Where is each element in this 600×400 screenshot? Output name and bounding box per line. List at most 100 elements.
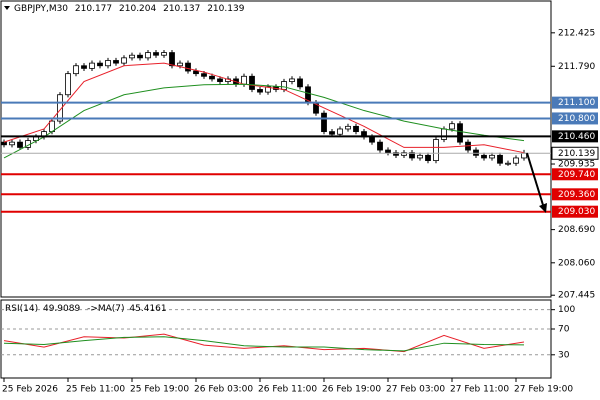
candle-body (441, 128, 447, 140)
price-level-label: 211.100 (558, 98, 595, 108)
candle-body (1, 141, 7, 146)
y-tick-label: 100 (558, 305, 575, 315)
candle-body (121, 57, 127, 64)
candle-body (161, 52, 167, 56)
main-panel (0, 0, 552, 298)
plot-layer: 212.425 211.790 209.935 208.690 208.060 207.4… (1, 28, 599, 395)
candle-body (377, 141, 383, 151)
candle-body (145, 52, 151, 59)
candle-body (385, 149, 391, 154)
price-level-box (552, 168, 598, 181)
candle-body (185, 62, 191, 72)
ohlc-high: 210.204 (119, 4, 157, 14)
y-tick-label: 207.445 (558, 291, 595, 301)
ohlc-open: 210.177 (74, 4, 113, 14)
candle-body (113, 60, 119, 64)
candle-body (153, 52, 159, 56)
candle-body (169, 52, 175, 67)
current-price-label: 210.139 (558, 149, 595, 159)
y-tick-label: 208.690 (558, 225, 595, 235)
candle-body (425, 154, 431, 161)
rsi-header: RSI(14) 49.9089 ->MA(7) 45.4161 (5, 304, 171, 315)
menu-triangle (4, 6, 10, 10)
candle-body (457, 123, 463, 143)
moving-average (3, 83, 525, 159)
candle-body (449, 123, 455, 130)
price-level-box (552, 205, 598, 218)
y-tick-label: 212.425 (558, 28, 595, 38)
candle-body (209, 75, 215, 80)
y-tick-label: 211.790 (558, 62, 595, 72)
candle-body (129, 54, 135, 59)
rsi-line (3, 336, 525, 352)
x-tick-label: 25 Feb 2026 (2, 385, 58, 395)
candle-body (57, 94, 63, 122)
x-tick-label: 27 Feb 19:00 (514, 385, 573, 395)
candle-body (337, 128, 343, 135)
price-level-box (552, 130, 598, 143)
price-level-label: 209.360 (558, 190, 595, 200)
x-tick-label: 26 Feb 11:00 (258, 385, 317, 395)
candle-body (513, 157, 519, 164)
candle-body (65, 73, 71, 96)
price-level-box (552, 112, 598, 125)
candle-body (401, 152, 407, 156)
candle-body (433, 139, 439, 161)
candle-body (81, 65, 87, 69)
candle-body (17, 141, 23, 148)
candle-body (521, 152, 527, 159)
candle-body (217, 78, 223, 82)
candle-body (393, 152, 399, 156)
ma-value: 45.4161 (129, 304, 167, 314)
candle-body (369, 136, 375, 143)
x-tick-label: 26 Feb 19:00 (322, 385, 381, 395)
candle-body (473, 149, 479, 156)
price-level-label: 210.460 (558, 132, 595, 142)
candle-body (193, 70, 199, 75)
ma-label: ->MA(7) (87, 304, 125, 314)
candle-body (73, 65, 79, 75)
y-tick-label: 30 (558, 350, 570, 360)
x-tick-label: 26 Feb 03:00 (194, 385, 253, 395)
arrow-shaft (526, 152, 544, 206)
y-tick-label: 70 (558, 325, 570, 335)
candle-body (97, 62, 103, 67)
candle-body (417, 154, 423, 159)
candle-body (289, 78, 295, 82)
moving-average (3, 62, 525, 154)
candle-body (353, 125, 359, 133)
price-level-label: 210.800 (558, 114, 595, 124)
header: GBPJPY,M30 210.177 210.204 210.137 210.1… (14, 4, 248, 15)
price-level-label: 209.030 (558, 207, 595, 217)
candle-body (497, 154, 503, 164)
candle-body (89, 62, 95, 69)
ohlc-low: 210.137 (163, 4, 201, 14)
candle-body (265, 86, 271, 93)
current-price-box (551, 146, 599, 160)
rsi-panel (0, 299, 552, 379)
rsi-label: RSI(14) (5, 304, 39, 314)
x-tick-label: 27 Feb 11:00 (450, 385, 509, 395)
candle-body (249, 75, 255, 90)
x-tick-label: 25 Feb 11:00 (66, 385, 125, 395)
candle-body (409, 152, 415, 159)
candle-body (505, 162, 511, 165)
y-tick-label: 209.935 (558, 160, 595, 170)
candle-body (345, 125, 351, 130)
rsi-line (3, 333, 525, 353)
price-level-label: 209.740 (558, 170, 595, 180)
candle-body (281, 81, 287, 90)
candle-body (297, 78, 303, 88)
candle-body (137, 54, 143, 59)
price-level-box (552, 188, 598, 201)
symbol: GBPJPY,M30 (14, 4, 69, 14)
candle-body (9, 141, 15, 146)
candle-body (201, 73, 207, 77)
price-level-box (552, 96, 598, 109)
x-tick-label: 27 Feb 03:00 (386, 385, 445, 395)
candle-body (321, 112, 327, 133)
candle-body (257, 89, 263, 93)
candle-body (489, 154, 495, 159)
